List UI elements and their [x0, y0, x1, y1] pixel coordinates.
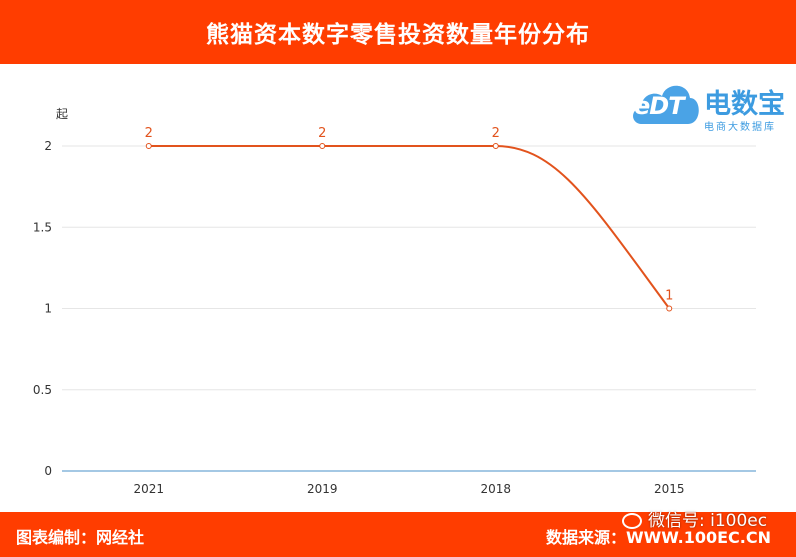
line-chart: 0 0.5 1 1.5 2 起 2021 2019 2018 2015 2 2 2 1	[33, 107, 756, 496]
chart-title-banner: 熊猫资本数字零售投资数量年份分布	[0, 0, 796, 64]
y-tick-label: 1.5	[33, 220, 52, 234]
data-labels: 2 2 2 1	[145, 126, 674, 304]
x-axis-ticks: 2021 2019 2018 2015	[133, 482, 684, 496]
logo-subtitle: 电商大数据库	[704, 122, 776, 133]
logo-cloud-text: eDT	[634, 92, 685, 120]
series-line	[148, 145, 671, 310]
y-tick-label: 0.5	[33, 383, 52, 397]
wechat-watermark: 微信号: i100ec	[622, 506, 767, 531]
chart-title: 熊猫资本数字零售投资数量年份分布	[206, 22, 590, 48]
y-tick-label: 2	[44, 139, 52, 153]
data-label: 2	[318, 126, 326, 141]
data-point	[319, 143, 326, 149]
wechat-id: 微信号: i100ec	[648, 511, 768, 531]
footer-banner: 图表编制：网经社 微信号: i100ec 数据来源：WWW.100EC.CN	[0, 511, 796, 557]
x-tick-label: 2018	[480, 482, 511, 496]
y-tick-label: 1	[44, 302, 52, 316]
data-label: 2	[145, 126, 153, 141]
y-axis-ticks: 0 0.5 1 1.5 2	[33, 139, 52, 478]
x-tick-label: 2015	[654, 482, 685, 496]
grid-lines	[62, 145, 756, 391]
y-axis-unit-label: 起	[56, 107, 68, 121]
data-point	[145, 143, 152, 149]
cloud-logo-icon	[633, 85, 699, 124]
data-label: 2	[492, 126, 500, 141]
footer-source: 数据来源：WWW.100EC.CN	[546, 528, 772, 547]
data-points	[145, 143, 673, 312]
x-tick-label: 2019	[307, 482, 338, 496]
data-point	[492, 143, 499, 149]
footer-credit: 图表编制：网经社	[16, 528, 145, 547]
logo: eDT 电数宝 电商大数据库	[624, 70, 794, 136]
data-label: 1	[665, 289, 673, 304]
y-tick-label: 0	[44, 464, 52, 478]
x-tick-label: 2021	[133, 482, 164, 496]
wechat-icon	[622, 513, 642, 529]
logo-name: 电数宝	[704, 89, 785, 120]
data-point	[666, 305, 673, 312]
